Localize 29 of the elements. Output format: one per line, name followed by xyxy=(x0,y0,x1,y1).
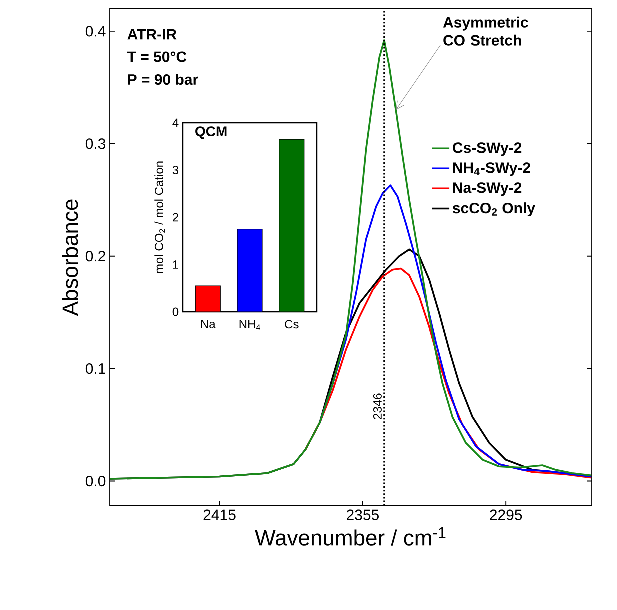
x-tick-label: Cs xyxy=(285,320,299,329)
y-axis-title: mol CO$_{2}$ / mol Cation xyxy=(154,162,166,274)
x-axis-title: Wavenumber / cm$^{-1}$ xyxy=(255,528,446,546)
y-tick-label: 3 xyxy=(172,166,179,174)
y-tick-label: 0.1 xyxy=(86,364,106,374)
y-tick-label: 2 xyxy=(172,213,178,222)
annotation: Asymmetric CO Stretch xyxy=(443,16,528,46)
legend-label: Na-SWy-2 xyxy=(453,182,522,196)
y-tick-label: 0.3 xyxy=(86,138,106,150)
x-tick-label: 2415 xyxy=(204,510,236,520)
ref-line-label: 2346 xyxy=(373,394,382,420)
y-tick-label: 1 xyxy=(173,260,178,269)
x-tick-label: Na xyxy=(201,320,216,329)
chart-title: QCM xyxy=(196,126,227,140)
annotation: P = 90 bar xyxy=(128,74,198,86)
legend-label: NH$_{4}$-SWy-2 xyxy=(453,162,530,176)
x-tick-label: NH$_{4}$ xyxy=(240,320,260,330)
y-tick-label: 0.0 xyxy=(86,476,106,487)
y-tick-label: 0.4 xyxy=(86,26,106,37)
x-tick-label: 2355 xyxy=(347,510,379,520)
legend-label: scCO$_{2}$ Only xyxy=(452,202,536,217)
y-tick-label: 0.2 xyxy=(86,251,106,262)
annotation: T = 50°C xyxy=(127,52,187,62)
y-tick-label: 4 xyxy=(172,118,179,128)
y-axis-title: Absorbance xyxy=(62,200,78,316)
legend-label: Cs-SWy-2 xyxy=(453,142,522,156)
x-tick-label: 2295 xyxy=(490,510,522,520)
y-tick-label: 0 xyxy=(172,308,179,316)
annotation: ATR-IR xyxy=(128,29,177,40)
